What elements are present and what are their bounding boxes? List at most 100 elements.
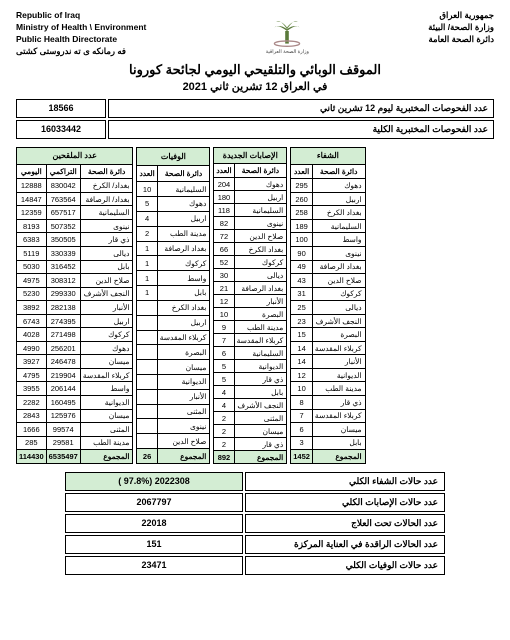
table-row: 28529581مدينة الطب (17, 436, 133, 450)
page-header: Republic of Iraq Ministry of Health \ En… (16, 10, 494, 58)
table-row: 72صلاح الدين (214, 230, 287, 243)
table-row: 25ديالى (291, 301, 365, 315)
total-tests-label: عدد الفحوصات المختبرية الكلية (108, 120, 494, 139)
table-row: 5030316452بابل (17, 260, 133, 274)
table-row: 14كربلاء المقدسة (291, 341, 365, 355)
table-row: 1كركوك (137, 256, 210, 271)
daily-tests-value: 18566 (16, 99, 106, 118)
cnt-hdr: العدد (137, 166, 157, 182)
cnt-hdr: العدد (291, 164, 313, 179)
table-row: 4975308312صلاح الدين (17, 274, 133, 288)
table-row: 8ذي قار (291, 396, 365, 410)
logo-text: وزارة الصحة العراقية (266, 50, 309, 56)
page-subtitle: في العراق 12 تشرين ثاني 2021 (16, 80, 494, 93)
table-row: 6ميسان (291, 423, 365, 437)
table-row: 4795219904كربلاء المقدسة (17, 368, 133, 382)
table-row: 30ديالى (214, 269, 287, 282)
table-row: 10البصرة (214, 308, 287, 321)
table-row: المثنى (137, 404, 210, 419)
tot-l1: عدد حالات الشفاء الكلي (245, 472, 445, 491)
table-row: 5230299330النجف الأشرف (17, 287, 133, 301)
table-row: 4بابل (214, 386, 287, 399)
table-row: 189السليمانية (291, 219, 365, 233)
tot-l3: عدد الحالات تحت العلاج (245, 514, 445, 533)
table-row: 7كربلاء المقدسة (214, 334, 287, 347)
table-row: 3955206144واسط (17, 382, 133, 396)
table-row: 4028271498كركوك (17, 328, 133, 342)
tot-v1: 2022308 (97.8% ) (65, 472, 243, 491)
table-row: اربيل (137, 315, 210, 330)
table-row: 15البصرة (291, 328, 365, 342)
table-row: 3927246478ميسان (17, 355, 133, 369)
table-row: الديوانية (137, 374, 210, 389)
ar-line-3: دائرة الصحة العامة (428, 34, 494, 46)
table-row: 2المثنى (214, 412, 287, 425)
new-total: 892المجموع (214, 451, 287, 464)
table-row: 12الأنبار (214, 295, 287, 308)
table-row: 2مدينة الطب (137, 226, 210, 241)
data-tables: عدد الملقحيناليوميالتراكميدائرة الصحة128… (16, 147, 494, 464)
table-row: 4اربيل (137, 211, 210, 226)
deaths-title: الوفيات (137, 148, 210, 166)
table-row: 6383350505ذي قار (17, 233, 133, 247)
tot-v5: 23471 (65, 556, 243, 575)
table-row: 9مدينة الطب (214, 321, 287, 334)
palm-tree-icon (269, 13, 305, 49)
table-row: 1واسط (137, 271, 210, 286)
cured-total: 1452المجموع (291, 450, 365, 464)
table-row: 3892282138الأنبار (17, 301, 133, 315)
table-row: نينوى (137, 419, 210, 434)
cnt-hdr: العدد (214, 164, 234, 178)
table-row: 82نينوى (214, 217, 287, 230)
tot-v3: 22018 (65, 514, 243, 533)
table-row: 10مدينة الطب (291, 382, 365, 396)
table-row: 8193507352نينوى (17, 219, 133, 233)
gov-hdr: دائرة الصحة (312, 164, 365, 179)
ministry-logo: وزارة الصحة العراقية (263, 10, 311, 58)
table-row: 4النجف الأشرف (214, 399, 287, 412)
ar-line-2: وزارة الصحة/ البيئة (428, 22, 494, 34)
table-row: 12888830042بغداد/ الكرخ (17, 179, 133, 193)
table-row: 1بغداد الرصافة (137, 241, 210, 256)
tot-v2: 2067797 (65, 493, 243, 512)
deaths-table: الوفياتالعدددائرة الصحة10السليمانية5دهوك… (136, 147, 210, 464)
tests-block: عدد الفحوصات المختبرية ليوم 12 تشرين ثان… (16, 99, 494, 139)
page-title: الموقف الوبائي والتلقيحي اليومي لجائحة ك… (16, 62, 494, 78)
table-row: 14847763564بغداد/ الرصافة (17, 192, 133, 206)
vacc-total: 1144306535497المجموع (17, 450, 133, 464)
table-row: ميسان (137, 360, 210, 375)
new-title: الإصابات الجديدة (214, 148, 287, 164)
table-row: 3بابل (291, 436, 365, 450)
table-row: 14الأنبار (291, 355, 365, 369)
table-row: 295دهوك (291, 179, 365, 193)
table-row: 66بغداد الكرخ (214, 243, 287, 256)
table-row: 23النجف الأشرف (291, 314, 365, 328)
gov-hdr: دائرة الصحة (80, 164, 133, 179)
deaths-total: 26المجموع (137, 449, 210, 464)
header-english: Republic of Iraq Ministry of Health \ En… (16, 10, 146, 58)
table-row: بغداد الكرخ (137, 300, 210, 315)
table-row: 6السليمانية (214, 347, 287, 360)
table-row: 10السليمانية (137, 182, 210, 197)
table-row: 166699574المثنى (17, 423, 133, 437)
en-line-1: Republic of Iraq (16, 10, 146, 22)
day-hdr: اليومي (17, 164, 47, 179)
table-row: 204دهوك (214, 178, 287, 191)
table-row: 12359657517السليمانية (17, 206, 133, 220)
table-row: 118السليمانية (214, 204, 287, 217)
table-row: 52كركوك (214, 256, 287, 269)
table-row: 5119330339ديالى (17, 247, 133, 261)
header-arabic: جمهورية العراق وزارة الصحة/ البيئة دائرة… (428, 10, 494, 46)
vacc-title: عدد الملقحين (17, 148, 133, 165)
table-row: 49بغداد الرصافة (291, 260, 365, 274)
table-row: 180اربيل (214, 191, 287, 204)
table-row: 5دهوك (137, 197, 210, 212)
new-table: الإصابات الجديدةالعدددائرة الصحة204دهوك1… (213, 147, 287, 464)
table-row: 4990256201دهوك (17, 341, 133, 355)
table-row: صلاح الدين (137, 434, 210, 449)
table-row: 7كربلاء المقدسة (291, 409, 365, 423)
ar-line-1: جمهورية العراق (428, 10, 494, 22)
table-row: 6743274395اربيل (17, 314, 133, 328)
table-row: 5ذي قار (214, 373, 287, 386)
en-line-4: فه رمانكه ى ته ندروستى كشتى (16, 46, 146, 58)
